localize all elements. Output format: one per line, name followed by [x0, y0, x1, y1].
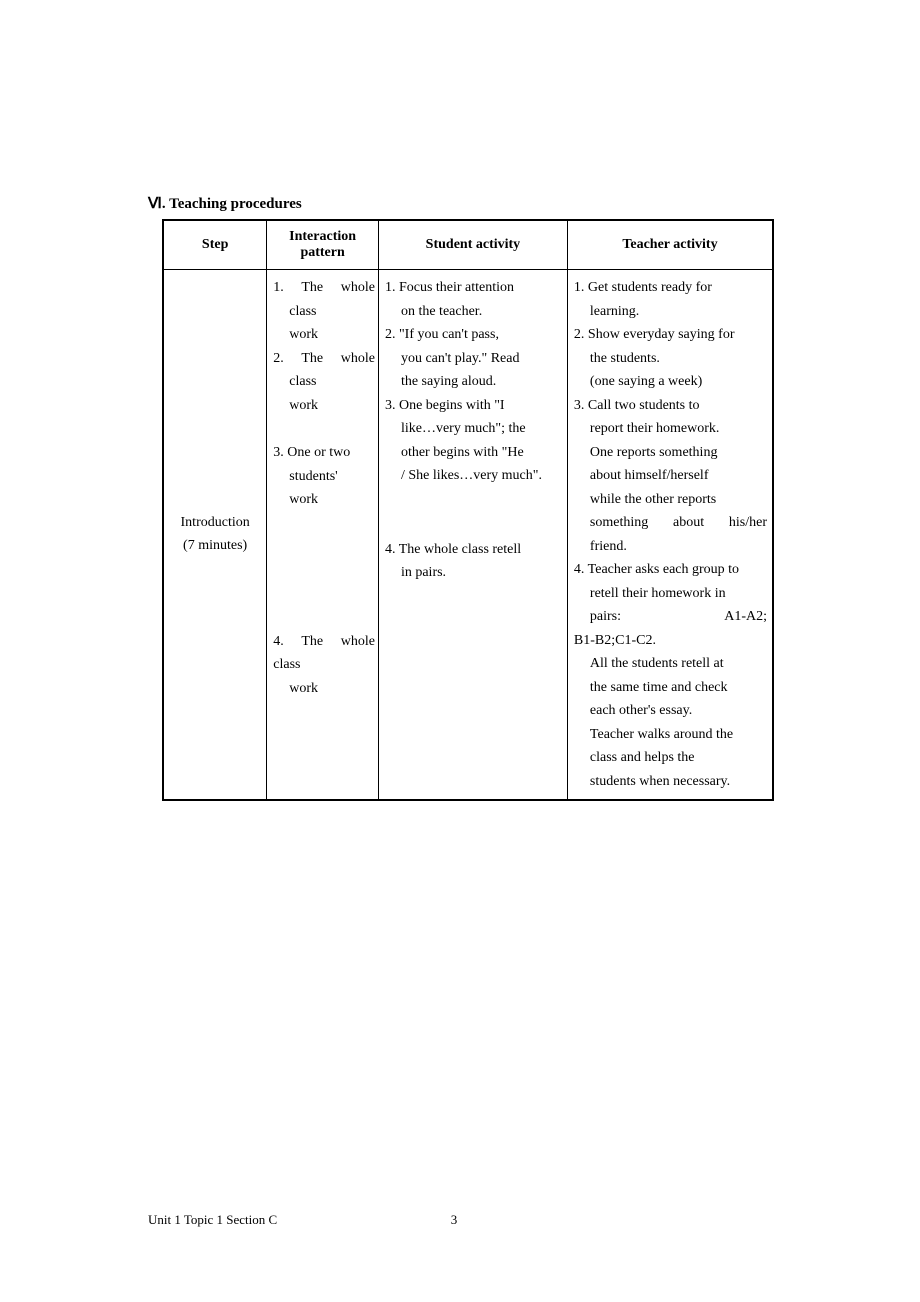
- student-item-4-line2: in pairs.: [385, 561, 562, 585]
- teacher-item-4-line2: retell their homework in: [574, 582, 767, 606]
- student-item-3-line4: / She likes…very much".: [385, 464, 562, 488]
- teacher-item-2-line2: the students.: [574, 347, 767, 371]
- teacher-item-3-line3: One reports something: [574, 441, 767, 465]
- section-heading: Ⅵ. Teaching procedures: [148, 194, 772, 213]
- pattern-item-1-line2: class: [273, 300, 375, 324]
- pattern-item-4-line1: 4. The whole: [273, 630, 375, 654]
- teacher-item-3-line2: report their homework.: [574, 417, 767, 441]
- teacher-item-2-line1: 2. Show everyday saying for: [574, 323, 767, 347]
- table-row: Introduction (7 minutes) 1. The whole cl…: [163, 270, 773, 801]
- header-pattern: Interaction pattern: [267, 220, 379, 270]
- pattern-item-4-line2: class: [273, 653, 375, 677]
- student-item-3-line2: like…very much"; the: [385, 417, 562, 441]
- teacher-cell: 1. Get students ready for learning. 2. S…: [567, 270, 773, 801]
- teacher-item-4-line4: B1-B2;C1-C2.: [574, 629, 767, 653]
- page-content: Ⅵ. Teaching procedures Step Interaction …: [0, 0, 920, 801]
- pattern-item-3-line1: 3. One or two: [273, 441, 375, 465]
- page-footer: Unit 1 Topic 1 Section C 3: [148, 1212, 760, 1228]
- teacher-item-4-line3: pairs: A1-A2;: [574, 605, 767, 629]
- header-teacher: Teacher activity: [567, 220, 773, 270]
- pattern-item-2-line2: class: [273, 370, 375, 394]
- student-item-1-line1: 1. Focus their attention: [385, 276, 562, 300]
- student-cell: 1. Focus their attention on the teacher.…: [378, 270, 567, 801]
- pattern-cell: 1. The whole class work 2. The whole cla…: [267, 270, 379, 801]
- student-item-2-line3: the saying aloud.: [385, 370, 562, 394]
- teacher-item-4-line5: All the students retell at: [574, 652, 767, 676]
- teacher-item-3-line1: 3. Call two students to: [574, 394, 767, 418]
- student-item-3-line1: 3. One begins with "I: [385, 394, 562, 418]
- student-item-2-line1: 2. "If you can't pass,: [385, 323, 562, 347]
- header-step: Step: [163, 220, 267, 270]
- teacher-item-4-line1: 4. Teacher asks each group to: [574, 558, 767, 582]
- teacher-item-3-line5: while the other reports: [574, 488, 767, 512]
- pattern-item-4-line3: work: [273, 677, 375, 701]
- header-student: Student activity: [378, 220, 567, 270]
- footer-page-number: 3: [451, 1212, 458, 1228]
- teacher-item-2-line3: (one saying a week): [574, 370, 767, 394]
- teacher-item-4-line9: class and helps the: [574, 746, 767, 770]
- student-item-2-line2: you can't play." Read: [385, 347, 562, 371]
- student-item-1-line2: on the teacher.: [385, 300, 562, 324]
- pattern-item-1-line1: 1. The whole: [273, 276, 375, 300]
- pattern-item-1-line3: work: [273, 323, 375, 347]
- teacher-item-4-line10: students when necessary.: [574, 770, 767, 794]
- teacher-item-3-line7: friend.: [574, 535, 767, 559]
- step-title: Introduction: [168, 512, 262, 534]
- teacher-item-3-line4: about himself/herself: [574, 464, 767, 488]
- teacher-item-4-line7: each other's essay.: [574, 699, 767, 723]
- teacher-item-3-line6: something about his/her: [574, 511, 767, 535]
- teacher-item-4-line6: the same time and check: [574, 676, 767, 700]
- pattern-item-3-line2: students': [273, 465, 375, 489]
- student-item-4-line1: 4. The whole class retell: [385, 538, 562, 562]
- teaching-procedures-table: Step Interaction pattern Student activit…: [162, 219, 774, 801]
- teacher-item-4-line8: Teacher walks around the: [574, 723, 767, 747]
- pattern-item-2-line3: work: [273, 394, 375, 418]
- footer-breadcrumb: Unit 1 Topic 1 Section C: [148, 1212, 277, 1228]
- teacher-item-1-line2: learning.: [574, 300, 767, 324]
- step-cell: Introduction (7 minutes): [163, 270, 267, 801]
- teacher-item-1-line1: 1. Get students ready for: [574, 276, 767, 300]
- pattern-item-2-line1: 2. The whole: [273, 347, 375, 371]
- pattern-item-3-line3: work: [273, 488, 375, 512]
- student-item-3-line3: other begins with "He: [385, 441, 562, 465]
- step-duration: (7 minutes): [168, 535, 262, 557]
- table-header-row: Step Interaction pattern Student activit…: [163, 220, 773, 270]
